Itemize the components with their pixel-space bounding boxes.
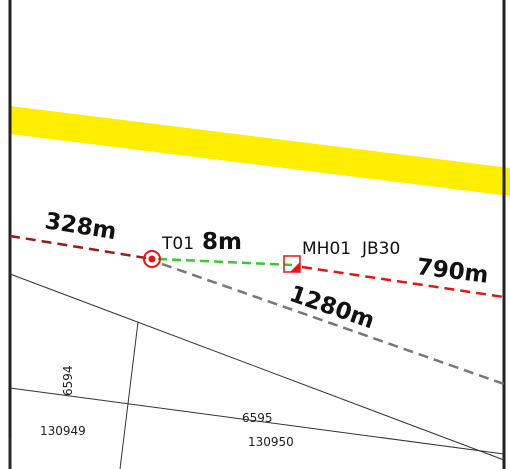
parcel-line-1 <box>9 273 505 461</box>
map-frame <box>8 0 506 469</box>
distance-label-right: 790m <box>415 254 490 289</box>
manhole-label: MH01 <box>302 239 351 259</box>
parcel-line-3 <box>9 387 505 455</box>
parcel-line-2 <box>119 321 139 469</box>
pole-marker-icon[interactable] <box>143 250 161 268</box>
route-left-dashed <box>9 234 147 260</box>
parcel-label-6594: 6594 <box>61 365 75 396</box>
route-diagonal-dashed <box>161 262 505 386</box>
pole-label: T01 <box>161 234 194 254</box>
parcel-label-6595: 6595 <box>242 411 273 425</box>
distance-label-left: 328m <box>43 208 118 245</box>
parcel-boundaries <box>9 273 505 469</box>
parcel-label-130950: 130950 <box>248 435 294 449</box>
joint-box-label: JB30 <box>361 239 400 259</box>
road-band <box>10 106 510 196</box>
distance-label-short: 8m <box>202 229 242 255</box>
parcel-label-130949: 130949 <box>40 424 86 438</box>
route-short-dashed <box>157 257 293 267</box>
route-right-dashed <box>301 265 505 299</box>
manhole-marker-icon[interactable] <box>283 255 301 273</box>
distance-label-diagonal: 1280m <box>286 281 378 334</box>
